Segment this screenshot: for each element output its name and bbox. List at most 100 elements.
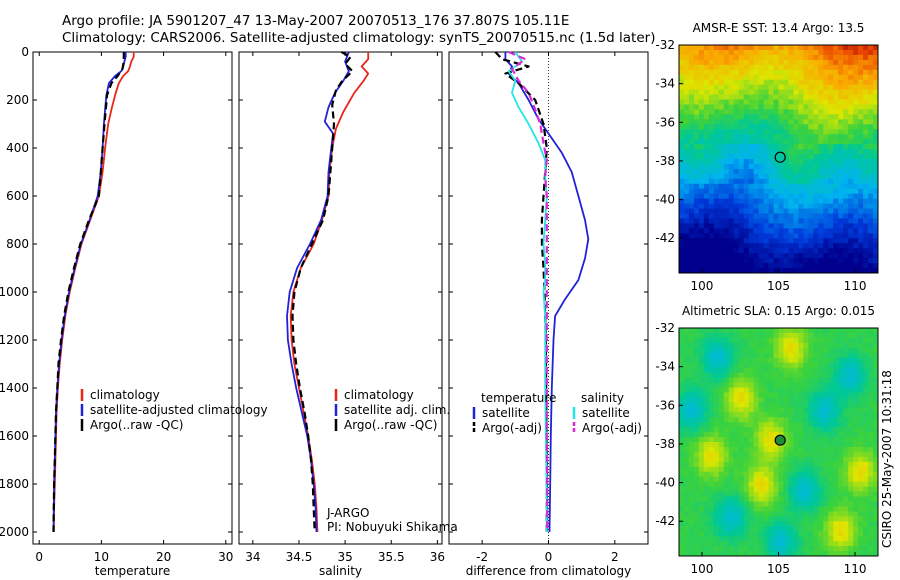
sla-map-cell xyxy=(863,362,869,369)
sst-map-cell xyxy=(823,168,829,175)
sst-map-cell xyxy=(753,49,760,56)
sst-map-cell xyxy=(679,45,685,51)
sst-map-cell xyxy=(773,248,779,254)
sst-map-cell xyxy=(768,109,775,115)
sst-map-cell xyxy=(828,223,834,229)
sla-map-cell xyxy=(828,541,834,547)
sst-map-cell xyxy=(793,134,799,140)
sla-map-cell xyxy=(693,516,700,522)
sst-map-cell xyxy=(808,198,814,205)
sla-map-cell xyxy=(848,342,854,349)
sla-map-cell xyxy=(733,342,740,349)
depth-tick-label: 1400 xyxy=(0,381,29,395)
sla-map-cell xyxy=(833,546,839,552)
panel2-x-axis-label: salinity xyxy=(319,564,362,578)
sla-map-cell xyxy=(873,466,879,473)
sla-map-cell xyxy=(838,367,844,374)
sla-map-cell xyxy=(723,352,730,359)
sst-map-cell xyxy=(708,94,715,101)
sst-map-cell xyxy=(813,94,819,101)
sla-map-cell xyxy=(868,491,874,498)
sst-map-cell xyxy=(803,144,809,150)
sla-map-cell xyxy=(848,432,854,438)
depth-tick-label: 600 xyxy=(6,189,29,203)
sst-map-cell xyxy=(748,248,755,254)
sla-map-cell xyxy=(828,486,834,493)
sst-map-cell xyxy=(723,248,730,254)
sst-map-cell xyxy=(818,203,824,210)
sla-map-cell xyxy=(873,496,879,502)
sla-map-cell xyxy=(693,427,700,433)
sst-map-cell xyxy=(798,233,804,239)
sla-map-cell xyxy=(808,486,814,493)
sst-map-cell xyxy=(788,248,794,254)
sst-map-cell xyxy=(703,59,710,66)
sla-map-cell xyxy=(768,402,775,408)
sst-map-cell xyxy=(683,183,690,190)
sla-map-cell xyxy=(833,456,839,463)
sst-map-cell xyxy=(679,163,685,170)
sst-map-cell xyxy=(818,154,824,160)
sst-map-cell xyxy=(808,238,814,244)
sst-map-cell xyxy=(728,104,735,110)
sst-map-cell xyxy=(763,233,770,239)
sla-map-cell xyxy=(778,531,784,537)
sla-map-cell xyxy=(813,402,819,408)
sla-map-cell xyxy=(683,402,690,408)
sla-map-cell xyxy=(873,372,879,379)
sla-map-cell xyxy=(838,407,844,413)
sst-map-cell xyxy=(843,129,849,135)
sst-map-cell xyxy=(778,218,784,224)
sst-map-cell xyxy=(733,99,740,105)
sla-map-cell xyxy=(753,437,760,443)
sla-map-cell xyxy=(793,451,799,458)
sst-map-cell xyxy=(848,45,854,51)
sla-map-cell xyxy=(713,511,720,517)
sla-map-cell xyxy=(733,541,740,547)
sst-map-cell xyxy=(738,193,745,200)
sst-map-cell xyxy=(828,139,834,145)
sst-map-cell xyxy=(863,109,869,115)
sla-map-cell xyxy=(858,397,864,403)
sst-map-cell xyxy=(763,263,770,269)
sst-map-cell xyxy=(718,139,725,145)
sla-map-cell xyxy=(818,387,824,393)
sst-map-cell xyxy=(823,79,829,86)
sla-map-cell xyxy=(823,461,829,468)
sst-map-cell xyxy=(873,139,879,145)
sla-map-cell xyxy=(688,511,695,517)
sla-map-cell xyxy=(688,501,695,507)
sst-map-cell xyxy=(768,69,775,76)
sst-map-cell xyxy=(698,173,705,180)
sla-map-cell xyxy=(763,506,770,512)
sla-map-cell xyxy=(723,476,730,483)
sst-map-cell xyxy=(703,94,710,101)
sla-map-cell xyxy=(853,352,859,359)
sst-map-cell xyxy=(708,84,715,91)
sla-map-cell xyxy=(848,486,854,493)
sla-map-cell xyxy=(823,456,829,463)
sla-map-cell xyxy=(773,427,779,433)
sst-map-cell xyxy=(763,114,770,120)
sla-map-cell xyxy=(813,456,819,463)
sst-map-cell xyxy=(853,218,859,224)
sla-map-cell xyxy=(833,506,839,512)
sst-map-cell xyxy=(728,243,735,249)
sst-map-cell xyxy=(828,233,834,239)
sla-map-cell xyxy=(798,546,804,552)
sla-map-cell xyxy=(793,511,799,517)
sst-map-cell xyxy=(863,193,869,200)
panel3-legend-header: salinity xyxy=(581,391,624,405)
sla-map-cell xyxy=(713,496,720,502)
sla-map-cell xyxy=(788,501,794,507)
sla-map-cell xyxy=(838,541,844,547)
sst-map-cell xyxy=(693,238,700,244)
sst-map-cell xyxy=(798,268,804,274)
sla-map-cell xyxy=(863,347,869,354)
sla-map-cell xyxy=(688,486,695,493)
sst-map-cell xyxy=(823,208,829,215)
sla-map-cell xyxy=(713,387,720,393)
sla-map-cell xyxy=(833,337,839,344)
sla-map-cell xyxy=(808,496,814,502)
sst-map-cell xyxy=(683,144,690,150)
